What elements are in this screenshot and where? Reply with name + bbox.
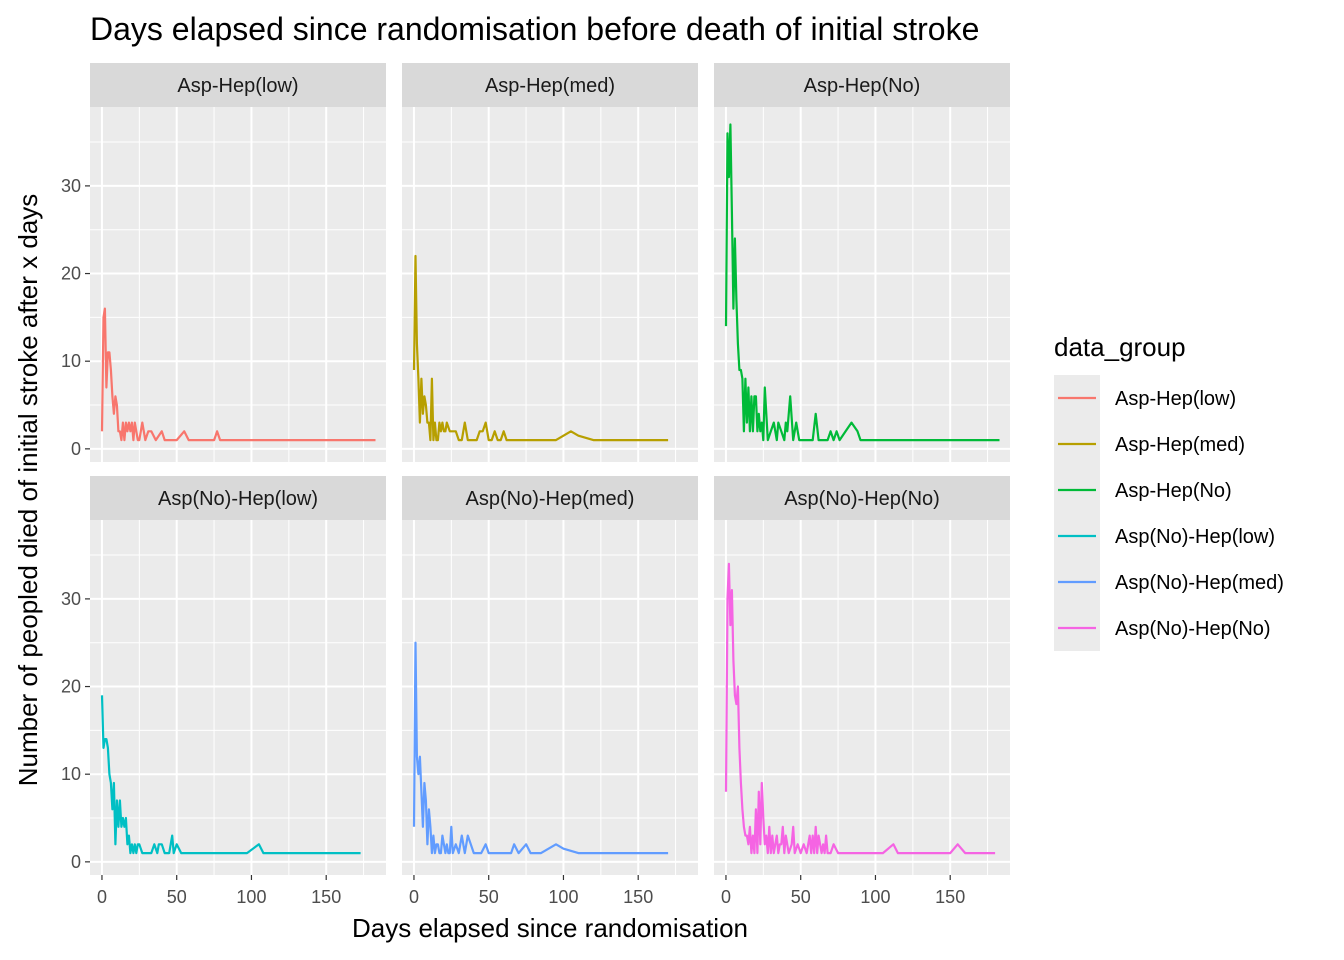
- panel-asp-hep-low: Asp-Hep(low) 0 10 20 30: [61, 63, 386, 462]
- legend-title: data_group: [1054, 332, 1186, 362]
- series-line-asp-no-hep-med: [412, 641, 669, 855]
- y-tick-label: 30: [61, 176, 81, 196]
- panel-background: [402, 520, 698, 875]
- panel-asp-no-hep-no: Asp(No)-Hep(No) 0 50 100 150: [714, 476, 1010, 907]
- series-line-asp-no-hep-low: [100, 695, 361, 855]
- series-line-asp-hep-med: [412, 254, 669, 442]
- x-tick-label: 100: [548, 887, 578, 907]
- facet-strip: [714, 476, 1010, 520]
- chart-title: Days elapsed since randomisation before …: [90, 11, 979, 47]
- y-tick-label: 20: [61, 264, 81, 284]
- x-tick-label: 100: [236, 887, 266, 907]
- y-tick-label: 0: [71, 852, 81, 872]
- facet-panels: Asp-Hep(low) 0 10 20 30 Asp-Hep(med) Asp-Hep(N…: [61, 63, 1010, 907]
- y-tick-label: 30: [61, 589, 81, 609]
- y-axis-title: Number of peopled died of initial stroke…: [13, 194, 43, 787]
- panel-asp-no-hep-low: Asp(No)-Hep(low) 0 10 20 30 0 50 100 150: [61, 476, 386, 907]
- legend-key-background: [1054, 375, 1100, 651]
- facet-strip: [402, 476, 698, 520]
- facet-strip: [90, 476, 386, 520]
- facet-strip-label: Asp(No)-Hep(med): [466, 488, 635, 510]
- x-axis-title: Days elapsed since randomisation: [352, 913, 748, 943]
- panel-background: [90, 520, 386, 875]
- x-tick-label: 50: [791, 887, 811, 907]
- x-tick-label: 150: [935, 887, 965, 907]
- legend-items: Asp-Hep(low) Asp-Hep(med) Asp-Hep(No) Asp(N…: [1058, 388, 1284, 640]
- panel-background: [90, 107, 386, 462]
- facet-strip: [714, 63, 1010, 107]
- x-tick-label: 50: [479, 887, 499, 907]
- legend-label-asp-no-hep-no: Asp(No)-Hep(No): [1115, 618, 1271, 640]
- legend: data_group Asp-Hep(low)Asp-Hep(med)Asp-H…: [1054, 332, 1284, 651]
- panel-background: [714, 107, 1010, 462]
- y-tick-label: 20: [61, 677, 81, 697]
- x-tick-label: 100: [860, 887, 890, 907]
- series-line-asp-hep-no: [724, 123, 1000, 442]
- facet-strip-label: Asp-Hep(med): [485, 75, 615, 97]
- panel-asp-hep-no: Asp-Hep(No): [714, 63, 1010, 462]
- y-tick-label: 10: [61, 351, 81, 371]
- panel-asp-hep-med: Asp-Hep(med): [402, 63, 698, 462]
- y-tick-label: 10: [61, 764, 81, 784]
- legend-label-asp-no-hep-med: Asp(No)-Hep(med): [1115, 572, 1284, 594]
- x-tick-label: 0: [97, 887, 107, 907]
- facet-strip-label: Asp(No)-Hep(low): [158, 488, 318, 510]
- x-tick-label: 50: [167, 887, 187, 907]
- x-tick-label: 0: [721, 887, 731, 907]
- legend-label-asp-no-hep-low: Asp(No)-Hep(low): [1115, 526, 1275, 548]
- panel-background: [402, 107, 698, 462]
- legend-label-asp-hep-no: Asp-Hep(No): [1115, 480, 1232, 502]
- facet-strip-label: Asp(No)-Hep(No): [784, 488, 940, 510]
- facet-strip: [90, 63, 386, 107]
- legend-label-asp-hep-med: Asp-Hep(med): [1115, 434, 1245, 456]
- facet-strip: [402, 63, 698, 107]
- facet-strip-label: Asp-Hep(low): [177, 75, 298, 97]
- y-tick-label: 0: [71, 439, 81, 459]
- x-tick-label: 150: [623, 887, 653, 907]
- series-line-asp-no-hep-no: [724, 562, 996, 855]
- x-tick-label: 0: [409, 887, 419, 907]
- legend-label-asp-hep-low: Asp-Hep(low): [1115, 388, 1236, 410]
- facet-strip-label: Asp-Hep(No): [804, 75, 921, 97]
- x-tick-label: 150: [311, 887, 341, 907]
- series-line-asp-hep-low: [100, 307, 376, 442]
- panel-asp-no-hep-med: Asp(No)-Hep(med) 0 50 100 150: [402, 476, 698, 907]
